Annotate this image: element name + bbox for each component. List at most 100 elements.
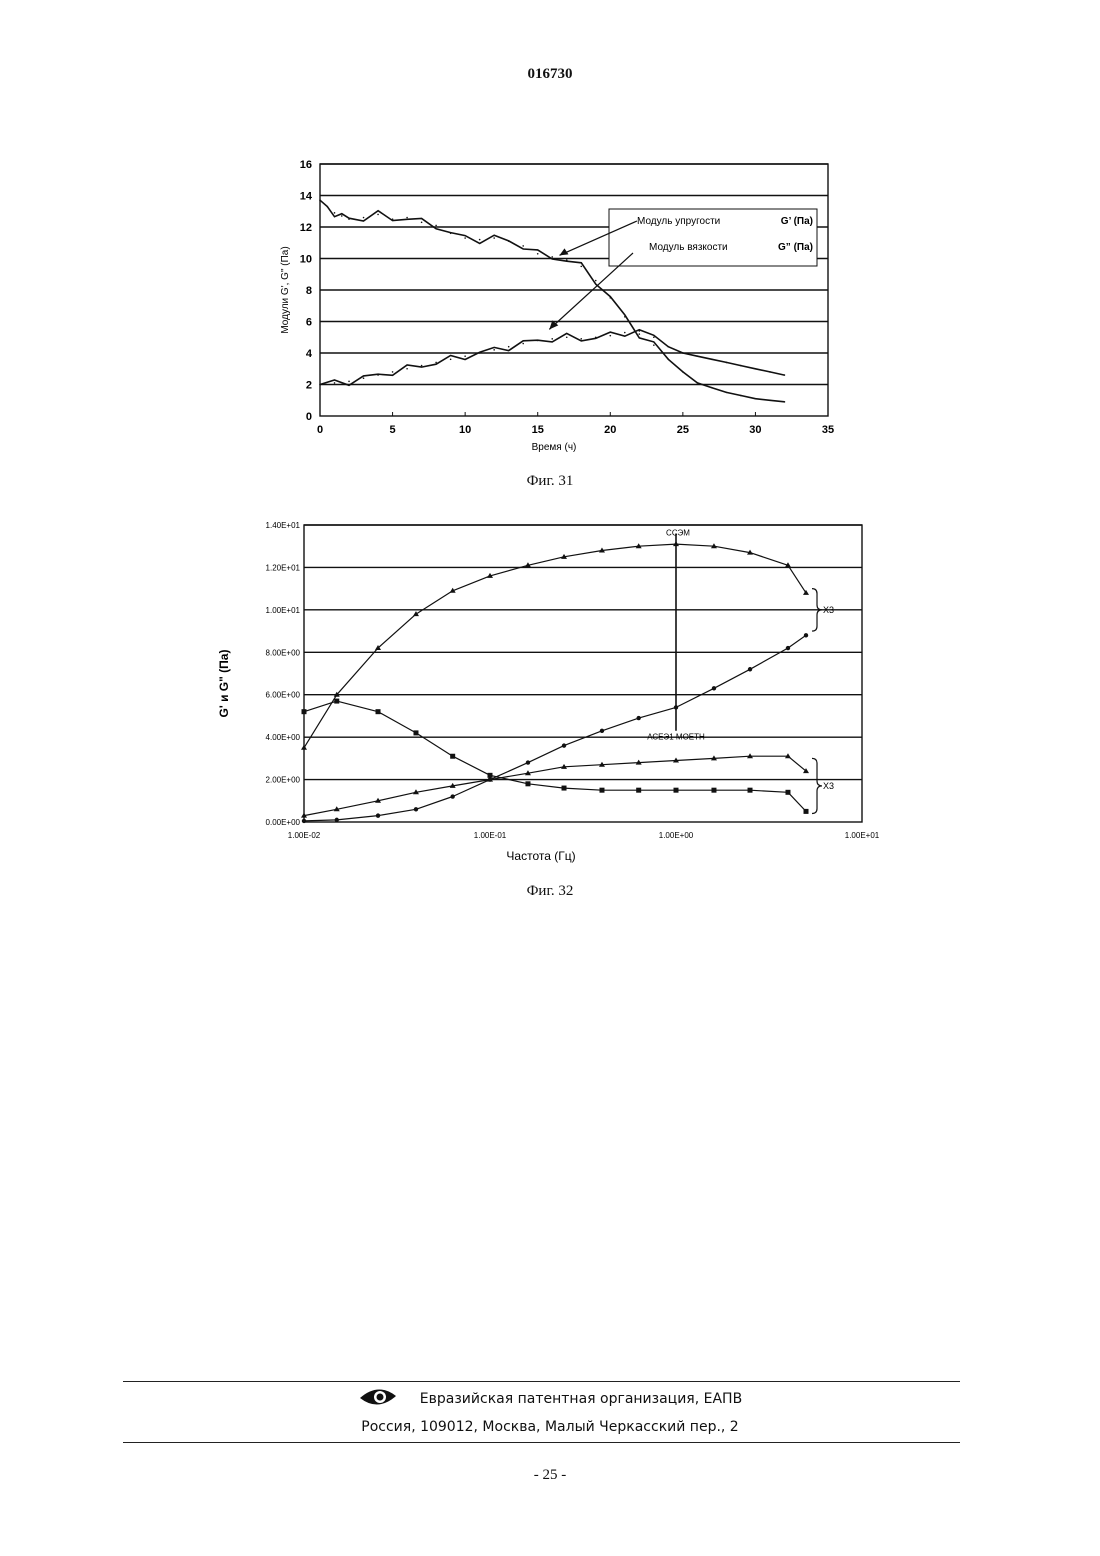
data-point: [639, 333, 641, 335]
data-point: [668, 359, 670, 361]
series-line: [304, 701, 806, 811]
data-point: [526, 760, 530, 764]
annotation-label: Х3: [823, 781, 834, 791]
data-point: [522, 245, 524, 247]
data-point: [508, 240, 510, 242]
brace-lower: [812, 758, 822, 813]
data-point: [421, 365, 423, 367]
x-tick-label: 1.00E-02: [288, 831, 321, 840]
data-point: [711, 788, 716, 793]
footer-top-rule: [123, 1381, 960, 1382]
data-point: [562, 786, 567, 791]
data-point: [334, 699, 339, 704]
y-tick-label: 6: [306, 317, 312, 329]
annotation-label: ССЭМ: [666, 528, 690, 537]
data-point: [595, 336, 597, 338]
data-point: [334, 382, 336, 384]
data-point: [377, 374, 379, 376]
y-tick-label: 0: [306, 411, 312, 423]
data-point: [740, 395, 742, 397]
data-point: [335, 818, 339, 822]
y-tick-label: 8: [306, 285, 312, 297]
data-point: [786, 646, 790, 650]
y-tick-label: 12: [300, 222, 312, 234]
data-point: [334, 212, 336, 214]
organization-name: Евразийская патентная организация, ЕАПВ: [420, 1391, 742, 1407]
data-point: [348, 381, 350, 383]
data-point: [624, 316, 626, 318]
x-tick-label: 25: [677, 424, 689, 436]
x-tick-label: 15: [532, 424, 544, 436]
legend-arrow-g2: [549, 253, 633, 329]
data-point: [435, 362, 437, 364]
y-axis-title: Модули G', G" (Па): [280, 246, 291, 333]
eapo-eye-logo-icon: [358, 1386, 398, 1412]
data-point: [537, 340, 539, 342]
figure-31-chart: 024681012141605101520253035Время (ч)Моду…: [270, 152, 850, 462]
data-point: [302, 819, 306, 823]
data-point: [551, 256, 553, 258]
data-point: [600, 729, 604, 733]
y-tick-label: 1.40E+01: [266, 521, 301, 530]
data-point: [406, 368, 408, 370]
data-point: [525, 781, 530, 786]
data-point: [566, 259, 568, 261]
data-point: [363, 377, 365, 379]
data-point: [319, 384, 321, 386]
data-point: [639, 330, 641, 332]
footer-bottom-rule: [123, 1442, 960, 1443]
data-point: [566, 336, 568, 338]
data-point: [319, 199, 321, 201]
x-tick-label: 1.00E+01: [845, 831, 880, 840]
data-point: [413, 611, 419, 616]
data-point: [682, 352, 684, 354]
data-point: [348, 218, 350, 220]
data-point: [413, 730, 418, 735]
data-point: [522, 343, 524, 345]
y-tick-label: 2: [306, 380, 312, 392]
x-axis-title: Время (ч): [532, 442, 577, 453]
y-tick-label: 2.00E+00: [266, 776, 301, 785]
data-point: [784, 401, 786, 403]
data-point: [580, 266, 582, 268]
y-tick-label: 4: [306, 348, 313, 360]
data-point: [377, 214, 379, 216]
y-tick-label: 1.00E+01: [266, 606, 301, 615]
data-point: [464, 237, 466, 239]
data-point: [697, 355, 699, 357]
data-point: [580, 338, 582, 340]
figure-32-caption: Фиг. 32: [0, 883, 1100, 900]
data-point: [562, 743, 566, 747]
x-tick-label: 1.00E+00: [659, 831, 694, 840]
data-point: [599, 788, 604, 793]
legend-label: Модуль упругости: [637, 216, 720, 227]
data-point: [748, 667, 752, 671]
figure-32-chart: 0.00E+002.00E+004.00E+006.00E+008.00E+00…: [210, 515, 910, 880]
data-point: [450, 794, 454, 798]
data-point: [435, 225, 437, 227]
figure-31-caption: Фиг. 31: [0, 473, 1100, 490]
data-point: [595, 280, 597, 282]
series-line: [304, 635, 806, 821]
data-point: [609, 297, 611, 299]
data-point: [784, 374, 786, 376]
data-point: [414, 807, 418, 811]
x-tick-label: 30: [749, 424, 761, 436]
x-tick-label: 35: [822, 424, 834, 436]
data-point: [748, 788, 753, 793]
y-tick-label: 1.20E+01: [266, 563, 301, 572]
x-tick-label: 20: [604, 424, 616, 436]
plot-frame: [304, 525, 862, 822]
data-point: [769, 399, 771, 401]
data-point: [551, 338, 553, 340]
data-point: [406, 217, 408, 219]
data-point: [450, 359, 452, 361]
data-point: [326, 206, 328, 208]
y-tick-label: 0.00E+00: [266, 818, 301, 827]
data-point: [302, 709, 307, 714]
data-point: [537, 253, 539, 255]
annotation-label: Х3: [823, 605, 834, 615]
y-tick-label: 8.00E+00: [266, 648, 301, 657]
data-point: [711, 359, 713, 361]
data-point: [804, 633, 808, 637]
